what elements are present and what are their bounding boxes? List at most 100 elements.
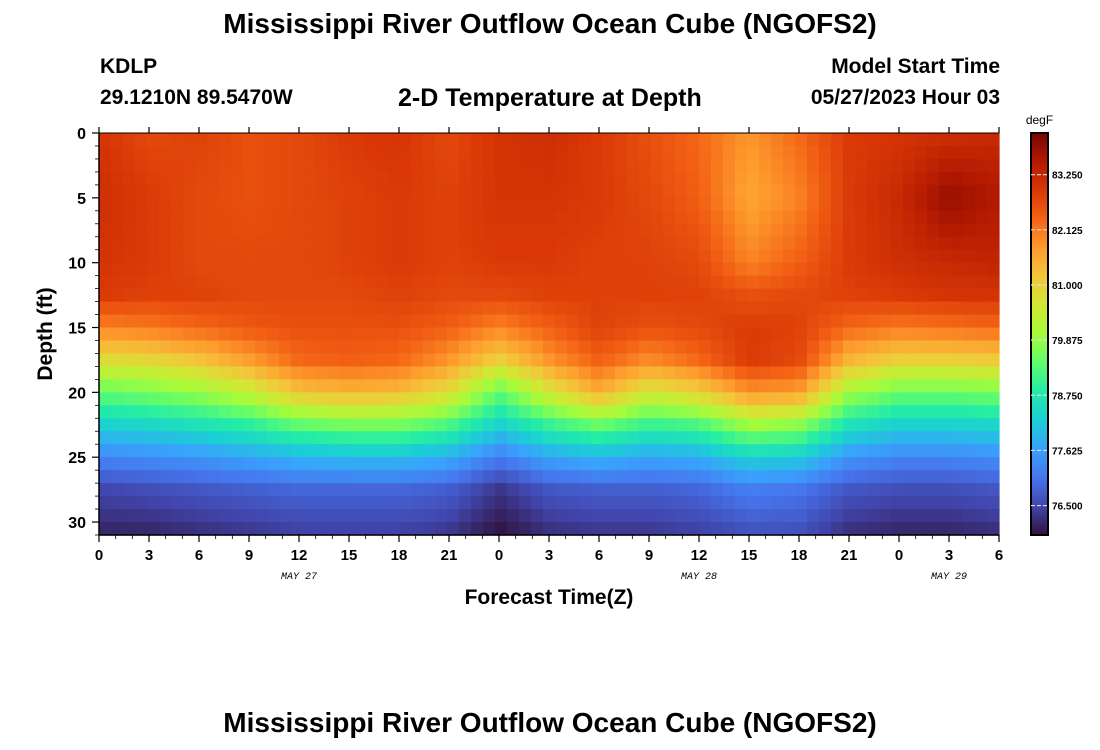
- colorbar-tick-label: 81.000: [1052, 281, 1083, 292]
- heatmap-cell: [507, 496, 520, 510]
- heatmap-cell: [207, 522, 220, 536]
- heatmap-cell: [951, 379, 964, 393]
- heatmap-cell: [639, 457, 652, 471]
- heatmap-cell: [315, 379, 328, 393]
- heatmap-cell: [855, 133, 868, 147]
- heatmap-cell: [891, 197, 904, 212]
- heatmap-cell: [579, 288, 592, 303]
- heatmap-cell: [435, 457, 448, 471]
- heatmap-cell: [291, 379, 304, 393]
- heatmap-cell: [567, 301, 580, 316]
- heatmap-cell: [795, 171, 808, 186]
- heatmap-cell: [147, 431, 160, 445]
- heatmap-cell: [303, 210, 316, 225]
- heatmap-cell: [699, 262, 712, 277]
- heatmap-cell: [243, 171, 256, 186]
- heatmap-cell: [303, 431, 316, 445]
- heatmap-cell: [855, 405, 868, 419]
- heatmap-cell: [327, 457, 340, 471]
- heatmap-cell: [447, 171, 460, 186]
- heatmap-cell: [975, 158, 988, 173]
- heatmap-cell: [435, 392, 448, 406]
- heatmap-cell: [687, 353, 700, 368]
- heatmap-cell: [615, 340, 628, 355]
- heatmap-cell: [99, 262, 112, 277]
- heatmap-cell: [867, 133, 880, 147]
- heatmap-cell: [447, 340, 460, 355]
- heatmap-cell: [723, 444, 736, 458]
- heatmap-cell: [663, 171, 676, 186]
- heatmap-cell: [831, 171, 844, 186]
- heatmap-cell: [195, 301, 208, 316]
- heatmap-cell: [711, 223, 724, 238]
- heatmap-cell: [723, 418, 736, 432]
- heatmap-cell: [375, 522, 388, 536]
- heatmap-cell: [939, 483, 952, 497]
- heatmap-cell: [243, 184, 256, 199]
- heatmap-cell: [639, 314, 652, 329]
- heatmap-cell: [387, 340, 400, 355]
- heatmap-cell: [819, 314, 832, 329]
- heatmap-cell: [483, 418, 496, 432]
- heatmap-cell: [747, 431, 760, 445]
- heatmap-cell: [771, 301, 784, 316]
- heatmap-cell: [927, 353, 940, 368]
- heatmap-cell: [459, 158, 472, 173]
- heatmap-cell: [567, 223, 580, 238]
- heatmap-cell: [687, 223, 700, 238]
- heatmap-cell: [747, 470, 760, 484]
- heatmap-cell: [747, 444, 760, 458]
- heatmap-cell: [387, 249, 400, 264]
- heatmap-cell: [231, 340, 244, 355]
- heatmap-cell: [927, 392, 940, 406]
- heatmap-cell: [231, 470, 244, 484]
- heatmap-cell: [123, 340, 136, 355]
- heatmap-cell: [459, 288, 472, 303]
- heatmap-cell: [543, 184, 556, 199]
- heatmap-cell: [375, 444, 388, 458]
- heatmap-cell: [207, 327, 220, 342]
- heatmap-cell: [579, 249, 592, 264]
- heatmap-cell: [603, 133, 616, 147]
- heatmap-cell: [627, 249, 640, 264]
- heatmap-cell: [171, 392, 184, 406]
- heatmap-cell: [519, 275, 532, 290]
- heatmap-cell: [339, 340, 352, 355]
- heatmap-cell: [291, 262, 304, 277]
- heatmap-cell: [735, 249, 748, 264]
- heatmap-cell: [219, 379, 232, 393]
- heatmap-cell: [651, 262, 664, 277]
- heatmap-cell: [483, 301, 496, 316]
- heatmap-cell: [495, 301, 508, 316]
- heatmap-cell: [939, 210, 952, 225]
- heatmap-cell: [339, 496, 352, 510]
- heatmap-cell: [411, 171, 424, 186]
- heatmap-cell: [159, 340, 172, 355]
- heatmap-cell: [735, 457, 748, 471]
- heatmap-cell: [783, 288, 796, 303]
- heatmap-cell: [351, 197, 364, 212]
- heatmap-cell: [255, 340, 268, 355]
- heatmap-cell: [555, 483, 568, 497]
- heatmap-cell: [171, 431, 184, 445]
- heatmap-cell: [519, 509, 532, 523]
- heatmap-cell: [963, 158, 976, 173]
- heatmap-cell: [435, 327, 448, 342]
- heatmap-cell: [879, 249, 892, 264]
- heatmap-cell: [651, 353, 664, 368]
- heatmap-cell: [747, 145, 760, 160]
- heatmap-cell: [879, 392, 892, 406]
- heatmap-cell: [471, 262, 484, 277]
- heatmap-cell: [303, 444, 316, 458]
- heatmap-cell: [195, 392, 208, 406]
- heatmap-cell: [183, 249, 196, 264]
- y-tick-label: 15: [68, 321, 86, 338]
- heatmap-cell: [675, 249, 688, 264]
- heatmap-cell: [483, 314, 496, 329]
- date-label: MAY 27: [281, 572, 317, 583]
- heatmap-cell: [579, 379, 592, 393]
- heatmap-cell: [507, 314, 520, 329]
- heatmap-cell: [891, 444, 904, 458]
- heatmap-cell: [591, 210, 604, 225]
